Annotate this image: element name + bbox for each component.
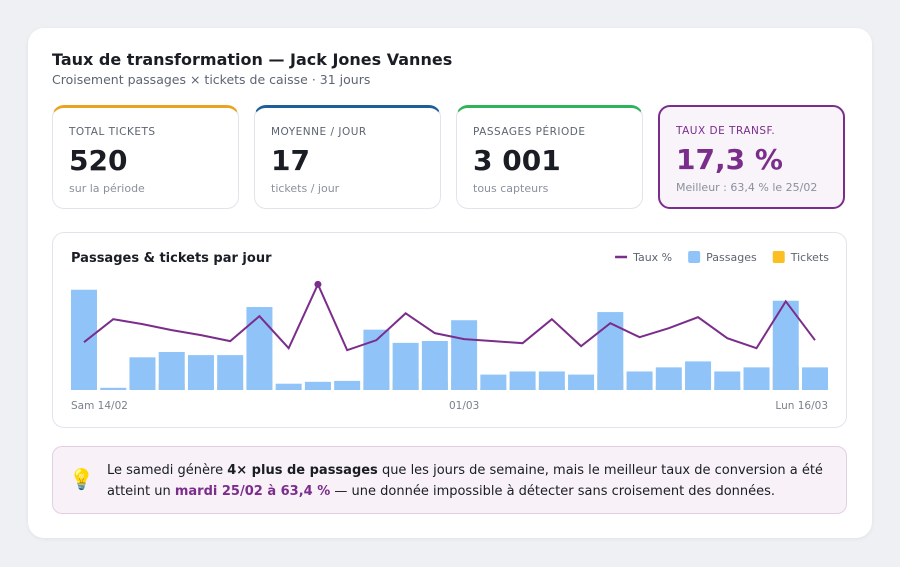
legend-swatch bbox=[688, 251, 701, 263]
x-tick-label: 01/03 bbox=[449, 400, 479, 412]
bar bbox=[568, 374, 595, 390]
kpi-card: MOYENNE / JOUR 17 tickets / jour bbox=[254, 105, 441, 209]
bar bbox=[538, 371, 565, 390]
legend-label: Tickets bbox=[790, 251, 830, 264]
kpi-label: TOTAL TICKETS bbox=[69, 126, 156, 138]
chart-title: Passages & tickets par jour bbox=[71, 251, 272, 266]
kpi-note: tous capteurs bbox=[473, 182, 549, 195]
bar bbox=[304, 381, 331, 390]
chart-panel: Passages & tickets par jour Sam 14/02 01/… bbox=[52, 232, 847, 428]
title: Taux de transformation — Jack Jones Vann… bbox=[52, 50, 453, 69]
subtitle: Croisement passages × tickets de caisse … bbox=[52, 72, 371, 87]
bar bbox=[217, 355, 244, 390]
x-tick-label: Sam 14/02 bbox=[71, 400, 128, 412]
bar bbox=[100, 387, 127, 390]
bar bbox=[714, 371, 741, 390]
bar bbox=[451, 320, 478, 390]
kpi-note: sur la période bbox=[69, 182, 145, 195]
bar bbox=[480, 374, 507, 390]
kpi-value: 17,3 % bbox=[676, 143, 783, 176]
bar bbox=[421, 340, 448, 390]
kpi-value: 520 bbox=[69, 144, 128, 177]
insight-accent: mardi 25/02 à 63,4 % bbox=[174, 484, 331, 499]
kpi-label: TAUX DE TRANSF. bbox=[676, 125, 776, 137]
bulb-icon: 💡 bbox=[69, 467, 94, 491]
insight-plain: Le samedi génère bbox=[107, 463, 228, 478]
bar bbox=[509, 371, 536, 390]
kpi-card: TAUX DE TRANSF. 17,3 % Meilleur : 63,4 % l… bbox=[658, 105, 845, 209]
insight-strong: 4× plus de passages bbox=[227, 463, 378, 478]
bar bbox=[743, 367, 770, 390]
kpi-label: PASSAGES PÉRIODE bbox=[473, 126, 586, 138]
legend-label: Taux % bbox=[632, 251, 672, 264]
bar bbox=[158, 351, 185, 390]
bar bbox=[246, 307, 273, 390]
bar bbox=[129, 357, 156, 390]
insight: 💡 Le samedi génère 4× plus de passages q… bbox=[52, 446, 847, 514]
kpi-note: Meilleur : 63,4 % le 25/02 bbox=[676, 181, 818, 194]
bar bbox=[685, 361, 712, 390]
bar bbox=[363, 329, 390, 390]
insight-plain: — une donnée impossible à détecter sans … bbox=[330, 484, 776, 499]
insight-plain: que les jours de semaine, mais le meille… bbox=[107, 463, 823, 499]
bar bbox=[334, 380, 361, 390]
bar bbox=[802, 367, 828, 390]
kpi-note: tickets / jour bbox=[271, 182, 340, 195]
line bbox=[83, 281, 816, 352]
bar bbox=[655, 367, 682, 390]
bar bbox=[187, 355, 214, 390]
kpi-value: 17 bbox=[271, 144, 310, 177]
bar bbox=[392, 342, 419, 390]
insight-text: Le samedi génère 4× plus de passages que… bbox=[107, 460, 828, 502]
kpi-label: MOYENNE / JOUR bbox=[271, 126, 367, 138]
kpi-card: PASSAGES PÉRIODE 3 001 tous capteurs bbox=[456, 105, 643, 209]
bar bbox=[71, 289, 97, 390]
bar bbox=[597, 312, 624, 390]
x-tick-label: Lun 16/03 bbox=[775, 400, 828, 412]
bar bbox=[275, 383, 302, 390]
kpi-value: 3 001 bbox=[473, 144, 561, 177]
kpi-card: TOTAL TICKETS 520 sur la période bbox=[52, 105, 239, 209]
legend-swatch bbox=[772, 251, 785, 263]
peak-point bbox=[314, 280, 322, 288]
chart: Passages & tickets par jour Sam 14/02 01/… bbox=[71, 251, 830, 412]
legend-label: Passages bbox=[706, 251, 757, 264]
bar bbox=[626, 371, 653, 390]
